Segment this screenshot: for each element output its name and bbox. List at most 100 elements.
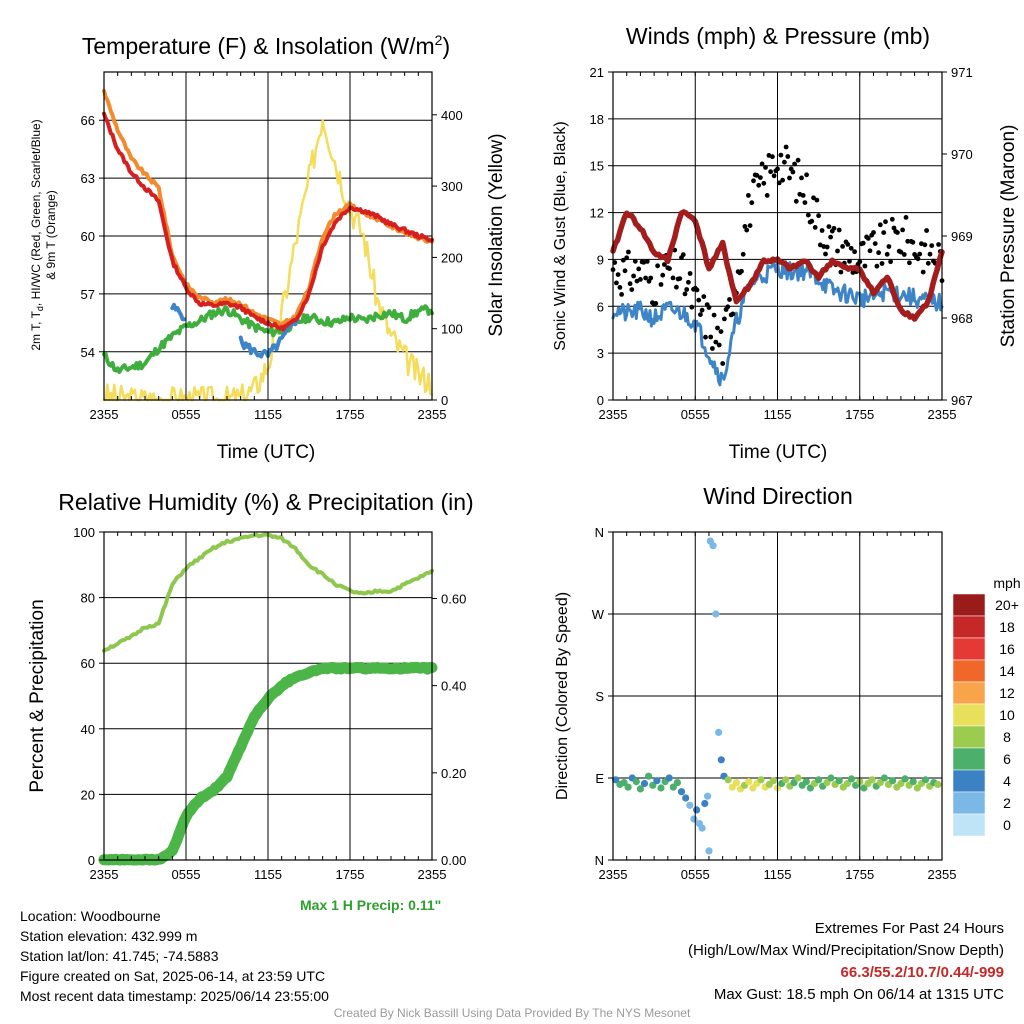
x-tick-label: 2355 <box>90 867 119 882</box>
temperature-panel: Temperature (F) & Insolation (W/m2) 2355… <box>29 32 507 463</box>
gust-point <box>824 244 830 250</box>
gust-point <box>936 242 941 247</box>
direction-point <box>876 779 884 787</box>
y2-tick-label: 969 <box>951 229 973 244</box>
gust-point <box>725 304 731 310</box>
gust-point <box>638 277 643 282</box>
gust-point <box>710 346 715 351</box>
winds-plot-area: 2355 0555 1155 1755 235503691215182196796896… <box>590 65 973 422</box>
colorbar-label: 4 <box>1003 773 1011 789</box>
x-tick-label: 2355 <box>928 407 957 422</box>
direction-point <box>682 794 690 802</box>
gust-point <box>701 294 707 299</box>
gust-point <box>761 180 767 186</box>
gust-point <box>905 238 911 244</box>
direction-point <box>835 777 843 785</box>
pressure-axis-label: Station Pressure (Maroon) <box>998 125 1019 348</box>
gust-point <box>900 227 905 233</box>
direction-point <box>709 542 717 550</box>
gust-point <box>670 275 676 281</box>
gust-point <box>615 272 621 277</box>
gust-point <box>680 252 686 258</box>
gust-point <box>778 152 784 158</box>
winds-x-axis-label: Time (UTC) <box>729 442 828 463</box>
gust-point <box>716 342 722 348</box>
colorbar-label: 6 <box>1003 751 1011 767</box>
gust-point <box>783 144 789 150</box>
gust-point <box>874 263 880 269</box>
direction-point <box>649 781 657 789</box>
x-tick-label: 1755 <box>845 867 874 882</box>
x-tick-label: 2355 <box>599 867 628 882</box>
colorbar-swatch <box>952 747 986 771</box>
gust-point <box>648 275 654 281</box>
gust-point <box>929 243 935 249</box>
gust-point <box>764 193 770 198</box>
y-tick-label: 80 <box>81 591 95 606</box>
gust-point <box>686 279 691 285</box>
gust-point <box>703 334 708 340</box>
figure-created: Figure created on Sat, 2025-06-14, at 23… <box>20 968 326 984</box>
gust-point <box>662 262 667 267</box>
colorbar-swatch <box>952 703 986 727</box>
x-tick-label: 2355 <box>90 407 119 422</box>
colorbar-swatch <box>952 791 986 815</box>
colorbar-label: 10 <box>999 707 1015 723</box>
gust-point <box>763 165 768 170</box>
gust-point <box>708 334 714 340</box>
colorbar-swatch <box>952 659 986 683</box>
y-tick-label: 21 <box>590 65 604 80</box>
gust-point <box>696 297 702 303</box>
direction-point <box>717 756 725 764</box>
station-info: Location: Woodbourne Station elevation: … <box>20 906 329 1006</box>
gust-point <box>619 292 624 297</box>
direction-point <box>782 776 790 784</box>
direction-point <box>665 774 673 782</box>
gust-point <box>629 287 635 292</box>
gust-point <box>751 178 756 184</box>
gust-point <box>922 242 928 248</box>
gust-point <box>838 269 844 275</box>
y-tick-label: 100 <box>73 525 95 540</box>
direction-point <box>847 775 856 783</box>
gust-point <box>831 225 837 231</box>
x-tick-label: 2355 <box>418 407 447 422</box>
gust-point <box>888 259 893 265</box>
colorbar-label: 14 <box>999 663 1015 679</box>
gust-point <box>620 257 626 263</box>
gust-point <box>826 224 832 230</box>
colorbar-swatch <box>952 725 986 749</box>
y2-tick-label: 0.60 <box>441 591 466 606</box>
gust-point <box>865 236 871 241</box>
direction-left-axis-label: Direction (Colored By Speed) <box>554 592 571 800</box>
gust-point <box>793 198 799 204</box>
y2-tick-label: 200 <box>441 250 463 265</box>
direction-point <box>704 792 712 800</box>
gust-point <box>862 263 868 269</box>
gust-point <box>790 169 796 175</box>
colorbar-label: 0 <box>1003 817 1011 833</box>
direction-point <box>673 779 682 787</box>
y-tick-label: 60 <box>81 229 95 244</box>
gust-point <box>917 251 923 257</box>
direction-point <box>794 774 802 782</box>
gust-point <box>759 161 765 167</box>
direction-point <box>757 776 765 784</box>
gust-point <box>907 260 912 266</box>
gust-point <box>658 282 664 287</box>
gust-point <box>653 301 659 306</box>
gust-point <box>901 252 907 257</box>
extremes-values: 66.3/55.2/10.7/0.44/-999 <box>840 964 1004 981</box>
extremes-title: Extremes For Past 24 Hours <box>814 920 1004 937</box>
gust-point <box>835 248 840 254</box>
direction-point <box>843 779 852 788</box>
gust-point <box>706 305 712 310</box>
gust-point <box>898 249 904 255</box>
y-tick-label: 3 <box>597 346 604 361</box>
direction-point <box>745 778 753 786</box>
y2-tick-label: 0.00 <box>441 853 466 868</box>
gust-point <box>903 215 909 220</box>
gust-point <box>689 304 695 310</box>
